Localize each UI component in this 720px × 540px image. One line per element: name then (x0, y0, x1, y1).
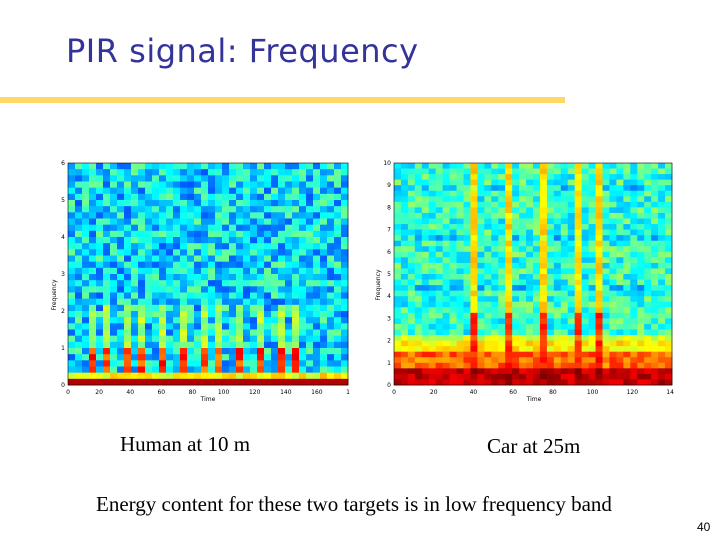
footnote: Energy content for these two targets is … (96, 492, 612, 516)
spectrogram-human-xlabel: Time (200, 396, 216, 403)
page-number: 40 (697, 520, 711, 534)
spectrogram-human-x-tick: 100 (218, 389, 230, 396)
spectrogram-human-y-tick: 3 (61, 271, 65, 278)
spectrogram-car-y-tick: 7 (387, 227, 391, 234)
spectrogram-car: 0 1 2 3 4 5 6 7 8 9 10 0 20 40 60 80 100 120 140 Frequenc… (372, 160, 674, 406)
spectrogram-human-x-tick: 140 (280, 389, 292, 396)
spectrogram-car-y-tick: 1 (387, 360, 391, 367)
title-underline (0, 97, 565, 103)
spectrogram-human-y-tick: 2 (61, 308, 65, 315)
spectrogram-car-y-tick: 3 (387, 315, 391, 322)
spectrogram-car-x-tick: 120 (627, 389, 639, 396)
spectrogram-car-y-tick: 5 (387, 271, 391, 278)
spectrogram-car-x-tick: 100 (587, 389, 599, 396)
spectrogram-human-y-tick: 1 (61, 345, 65, 352)
spectrogram-human-x-tick: 40 (126, 389, 134, 396)
spectrogram-human-x-tick: 1 (346, 389, 350, 396)
spectrogram-human-x-tick: 20 (95, 389, 103, 396)
spectrogram-car-svg: 0 1 2 3 4 5 6 7 8 9 10 0 20 40 60 80 100 120 140 Frequenc… (375, 160, 674, 403)
spectrogram-human-y-tick: 4 (61, 234, 65, 241)
spectrogram-human-y-tick: 5 (61, 197, 65, 204)
spectrogram-human-x-tick: 0 (66, 389, 70, 396)
caption-human: Human at 10 m (120, 432, 251, 456)
spectrogram-car-x-tick: 0 (392, 389, 396, 396)
spectrogram-human: 0 1 2 3 4 5 6 0 20 40 60 80 100 120 140 160 1 Frequency… (48, 160, 350, 406)
spectrogram-human-y-tick: 6 (61, 160, 65, 167)
spectrogram-car-xlabel: Time (526, 396, 542, 403)
spectrogram-human-ylabel: Frequency (51, 279, 58, 310)
spectrogram-human-x-tick: 80 (189, 389, 197, 396)
spectrogram-car-ylabel: Frequency (375, 269, 382, 300)
spectrogram-car-y-tick: 8 (387, 204, 391, 211)
spectrogram-human-y-tick: 0 (61, 382, 65, 389)
spectrogram-car-x-tick: 140 (666, 389, 674, 396)
slide-title: PIR signal: Frequency (66, 32, 419, 70)
spectrogram-car-y-tick: 2 (387, 338, 391, 345)
spectrogram-human-x-tick: 160 (311, 389, 323, 396)
spectrogram-car-x-tick: 60 (509, 389, 517, 396)
spectrogram-car-y-tick: 0 (387, 382, 391, 389)
spectrogram-car-x-tick: 20 (430, 389, 438, 396)
spectrogram-car-y-tick: 4 (387, 293, 391, 300)
spectrogram-human-x-tick: 60 (157, 389, 165, 396)
spectrogram-car-x-tick: 80 (549, 389, 557, 396)
spectrogram-car-y-tick: 10 (383, 160, 391, 167)
caption-car: Car at 25m (487, 434, 581, 458)
spectrogram-car-y-tick: 9 (387, 182, 391, 189)
spectrogram-human-svg: 0 1 2 3 4 5 6 0 20 40 60 80 100 120 140 160 1 Frequency… (51, 160, 350, 403)
spectrogram-human-x-tick: 120 (249, 389, 261, 396)
spectrogram-car-x-tick: 40 (470, 389, 478, 396)
spectrogram-car-y-tick: 6 (387, 249, 391, 256)
